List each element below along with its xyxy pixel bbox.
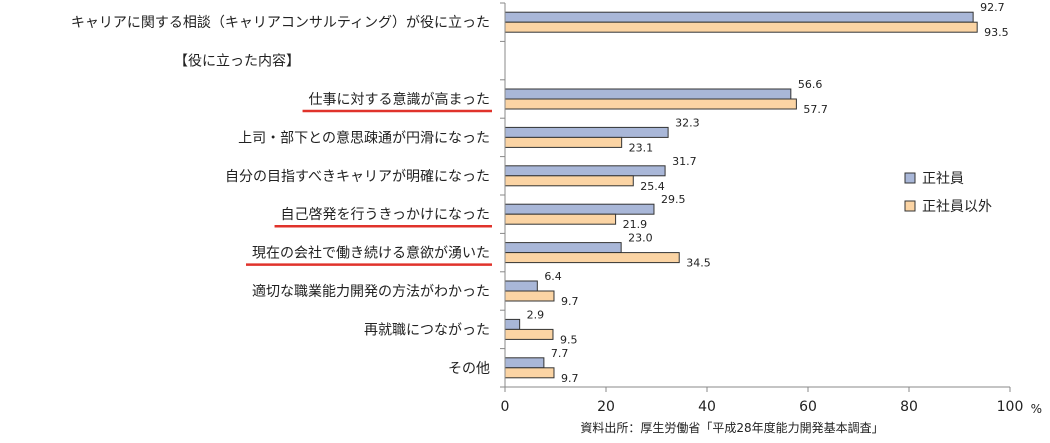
data-labels: 92.7 56.6 32.3 31.7 29.5 23.0 6.4 2.9 7.7 93.5 57.… (527, 1, 1009, 385)
category-label: 【役に立った内容】 (174, 53, 300, 70)
bar-regular (504, 165, 666, 177)
x-tick-label: 0 (501, 399, 510, 415)
bar-non-regular (504, 136, 623, 148)
data-label: 21.9 (623, 218, 648, 231)
data-label: 34.5 (686, 257, 711, 270)
x-tick-label: 80 (900, 399, 918, 415)
category-label: その他 (448, 361, 490, 377)
bar-regular (504, 280, 538, 292)
bar-non-regular (504, 367, 555, 379)
data-label: 93.5 (984, 26, 1009, 39)
legend-label: 正社員 (922, 171, 964, 187)
data-label: 2.9 (527, 308, 545, 321)
legend-swatch (904, 172, 916, 184)
legend-label: 正社員以外 (922, 199, 992, 215)
data-label: 32.3 (675, 116, 700, 129)
data-label: 56.6 (798, 78, 823, 91)
category-label: 再就職につながった (364, 322, 490, 338)
bar-regular (504, 242, 622, 254)
bar-non-regular (504, 290, 555, 302)
x-tick-label: 60 (799, 399, 817, 415)
bars (504, 11, 978, 379)
bar-non-regular (504, 98, 797, 110)
bar-non-regular (504, 175, 634, 187)
category-label: 仕事に対する意識が高まった (309, 91, 490, 108)
category-label: 上司・部下との意思疎通が円滑になった (238, 129, 490, 146)
data-label: 6.4 (544, 270, 562, 283)
category-label: 自己啓発を行うきっかけになった (281, 207, 490, 223)
x-tick-label: 40 (698, 399, 716, 415)
data-label: 29.5 (661, 193, 686, 206)
x-axis-unit-label: % (1031, 402, 1042, 416)
data-label: 7.7 (551, 347, 569, 360)
source-note: 資料出所：厚生労働省「平成28年度能力開発基本調査」 (580, 420, 883, 435)
bar-regular (504, 126, 669, 138)
data-label: 23.1 (629, 141, 654, 154)
data-label: 9.7 (561, 372, 579, 385)
x-tick-label: 100 (997, 399, 1024, 415)
bar-regular (504, 11, 974, 23)
x-axis: % 資料出所：厚生労働省「平成28年度能力開発基本調査」 0 20 40 60 80 10… (500, 2, 1042, 435)
category-label: 現在の会社で働き続ける意欲が湧いた (252, 245, 490, 262)
data-label: 9.7 (561, 295, 579, 308)
category-label: 自分の目指すべきキャリアが明確になった (225, 169, 490, 185)
bar-non-regular (504, 21, 978, 33)
data-label: 92.7 (980, 1, 1005, 14)
data-label: 25.4 (640, 180, 665, 193)
bar-regular (504, 357, 545, 369)
data-label: 57.7 (803, 103, 828, 116)
data-label: 23.0 (628, 232, 653, 245)
category-label: 適切な職業能力開発の方法がわかった (252, 283, 490, 300)
bar-non-regular (504, 213, 617, 225)
x-tick-label: 20 (597, 399, 615, 415)
data-label: 9.5 (560, 333, 578, 346)
bar-non-regular (504, 328, 554, 340)
legend-swatch (904, 200, 916, 212)
bar-regular (504, 203, 655, 215)
bar-regular (504, 88, 792, 100)
bar-regular (504, 318, 521, 330)
bar-non-regular (504, 252, 680, 264)
category-labels: キャリアに関する相談（キャリアコンサルティング）が役に立った【役に立った内容】仕… (71, 15, 492, 377)
category-label: キャリアに関する相談（キャリアコンサルティング）が役に立った (71, 15, 490, 31)
data-label: 31.7 (672, 155, 697, 168)
